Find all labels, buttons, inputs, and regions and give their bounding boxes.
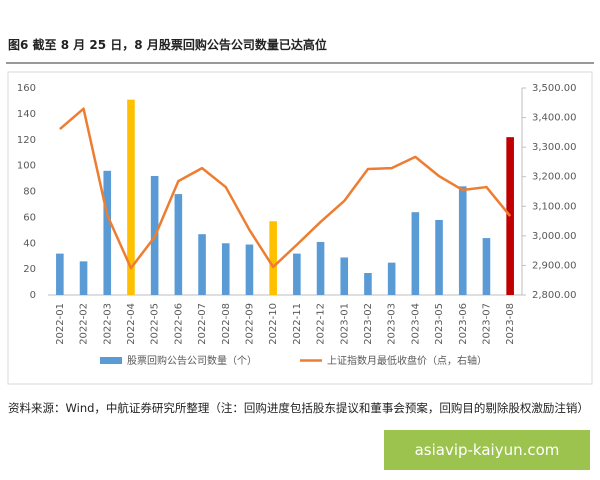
x-tick-label: 2022-12	[316, 303, 327, 345]
y2-tick-label: 2,800.00	[532, 290, 577, 301]
bar	[79, 261, 88, 295]
bar	[506, 137, 514, 295]
x-tick-label: 2022-03	[102, 303, 113, 345]
bar	[340, 257, 349, 295]
y-tick-label: 140	[17, 109, 36, 120]
bar	[56, 253, 64, 295]
bar	[269, 221, 277, 295]
chart-title: 图6 截至 8 月 25 日，8 月股票回购公告公司数量已达高位	[8, 38, 327, 52]
source-note: 资料来源：Wind，中航证券研究所整理（注：回购进度包括股东提议和董事会预案，回…	[8, 401, 589, 415]
y2-tick-label: 3,200.00	[532, 172, 577, 183]
legend-label: 股票回购公告公司数量（个）	[127, 354, 257, 367]
watermark: asiavip-kaiyun.com	[384, 430, 590, 470]
y2-tick-label: 3,500.00	[532, 83, 577, 94]
y-tick-label: 20	[23, 264, 36, 275]
legend-swatch	[100, 357, 122, 364]
y2-tick-label: 3,100.00	[532, 201, 577, 212]
bar	[364, 273, 372, 295]
y2-tick-label: 3,400.00	[532, 113, 577, 124]
x-tick-label: 2022-01	[55, 303, 66, 345]
bar	[221, 243, 230, 295]
legend-label: 上证指数月最低收盘价（点，右轴）	[327, 354, 487, 367]
x-tick-label: 2023-05	[434, 303, 445, 345]
bar	[103, 170, 112, 295]
x-tick-label: 2023-03	[387, 303, 398, 345]
bar	[435, 219, 443, 295]
bar	[198, 234, 206, 295]
x-tick-label: 2023-06	[458, 303, 469, 345]
y2-tick-label: 3,000.00	[532, 231, 577, 242]
x-tick-label: 2022-04	[126, 303, 137, 345]
y-tick-label: 40	[23, 238, 36, 249]
x-tick-label: 2023-01	[339, 303, 350, 345]
y-tick-label: 80	[23, 187, 36, 198]
x-tick-label: 2022-02	[79, 303, 90, 345]
bar	[316, 241, 325, 295]
x-tick-label: 2022-09	[244, 303, 255, 345]
y2-tick-label: 3,300.00	[532, 142, 577, 153]
bar	[245, 244, 254, 295]
y-tick-label: 100	[17, 161, 36, 172]
bar	[458, 186, 467, 295]
x-tick-label: 2022-11	[292, 303, 303, 345]
x-tick-label: 2023-08	[505, 303, 516, 345]
y-tick-label: 60	[23, 212, 36, 223]
y2-tick-label: 2,900.00	[532, 260, 577, 271]
x-tick-label: 2022-05	[150, 303, 161, 345]
x-tick-label: 2022-08	[221, 303, 232, 345]
chart-frame	[7, 71, 593, 385]
x-tick-label: 2023-04	[410, 303, 421, 345]
y-tick-label: 0	[30, 290, 36, 301]
line	[59, 107, 512, 270]
bar	[482, 238, 491, 295]
bar	[293, 253, 301, 295]
bar	[411, 212, 420, 295]
bar	[174, 194, 183, 295]
bar	[387, 262, 396, 295]
y-tick-label: 160	[17, 83, 36, 94]
y-tick-label: 120	[17, 135, 36, 146]
bar	[127, 99, 135, 295]
x-tick-label: 2022-07	[197, 303, 208, 345]
x-tick-label: 2022-06	[173, 303, 184, 345]
x-tick-label: 2022-10	[268, 303, 279, 345]
x-tick-label: 2023-07	[481, 303, 492, 345]
x-tick-label: 2023-02	[363, 303, 374, 345]
